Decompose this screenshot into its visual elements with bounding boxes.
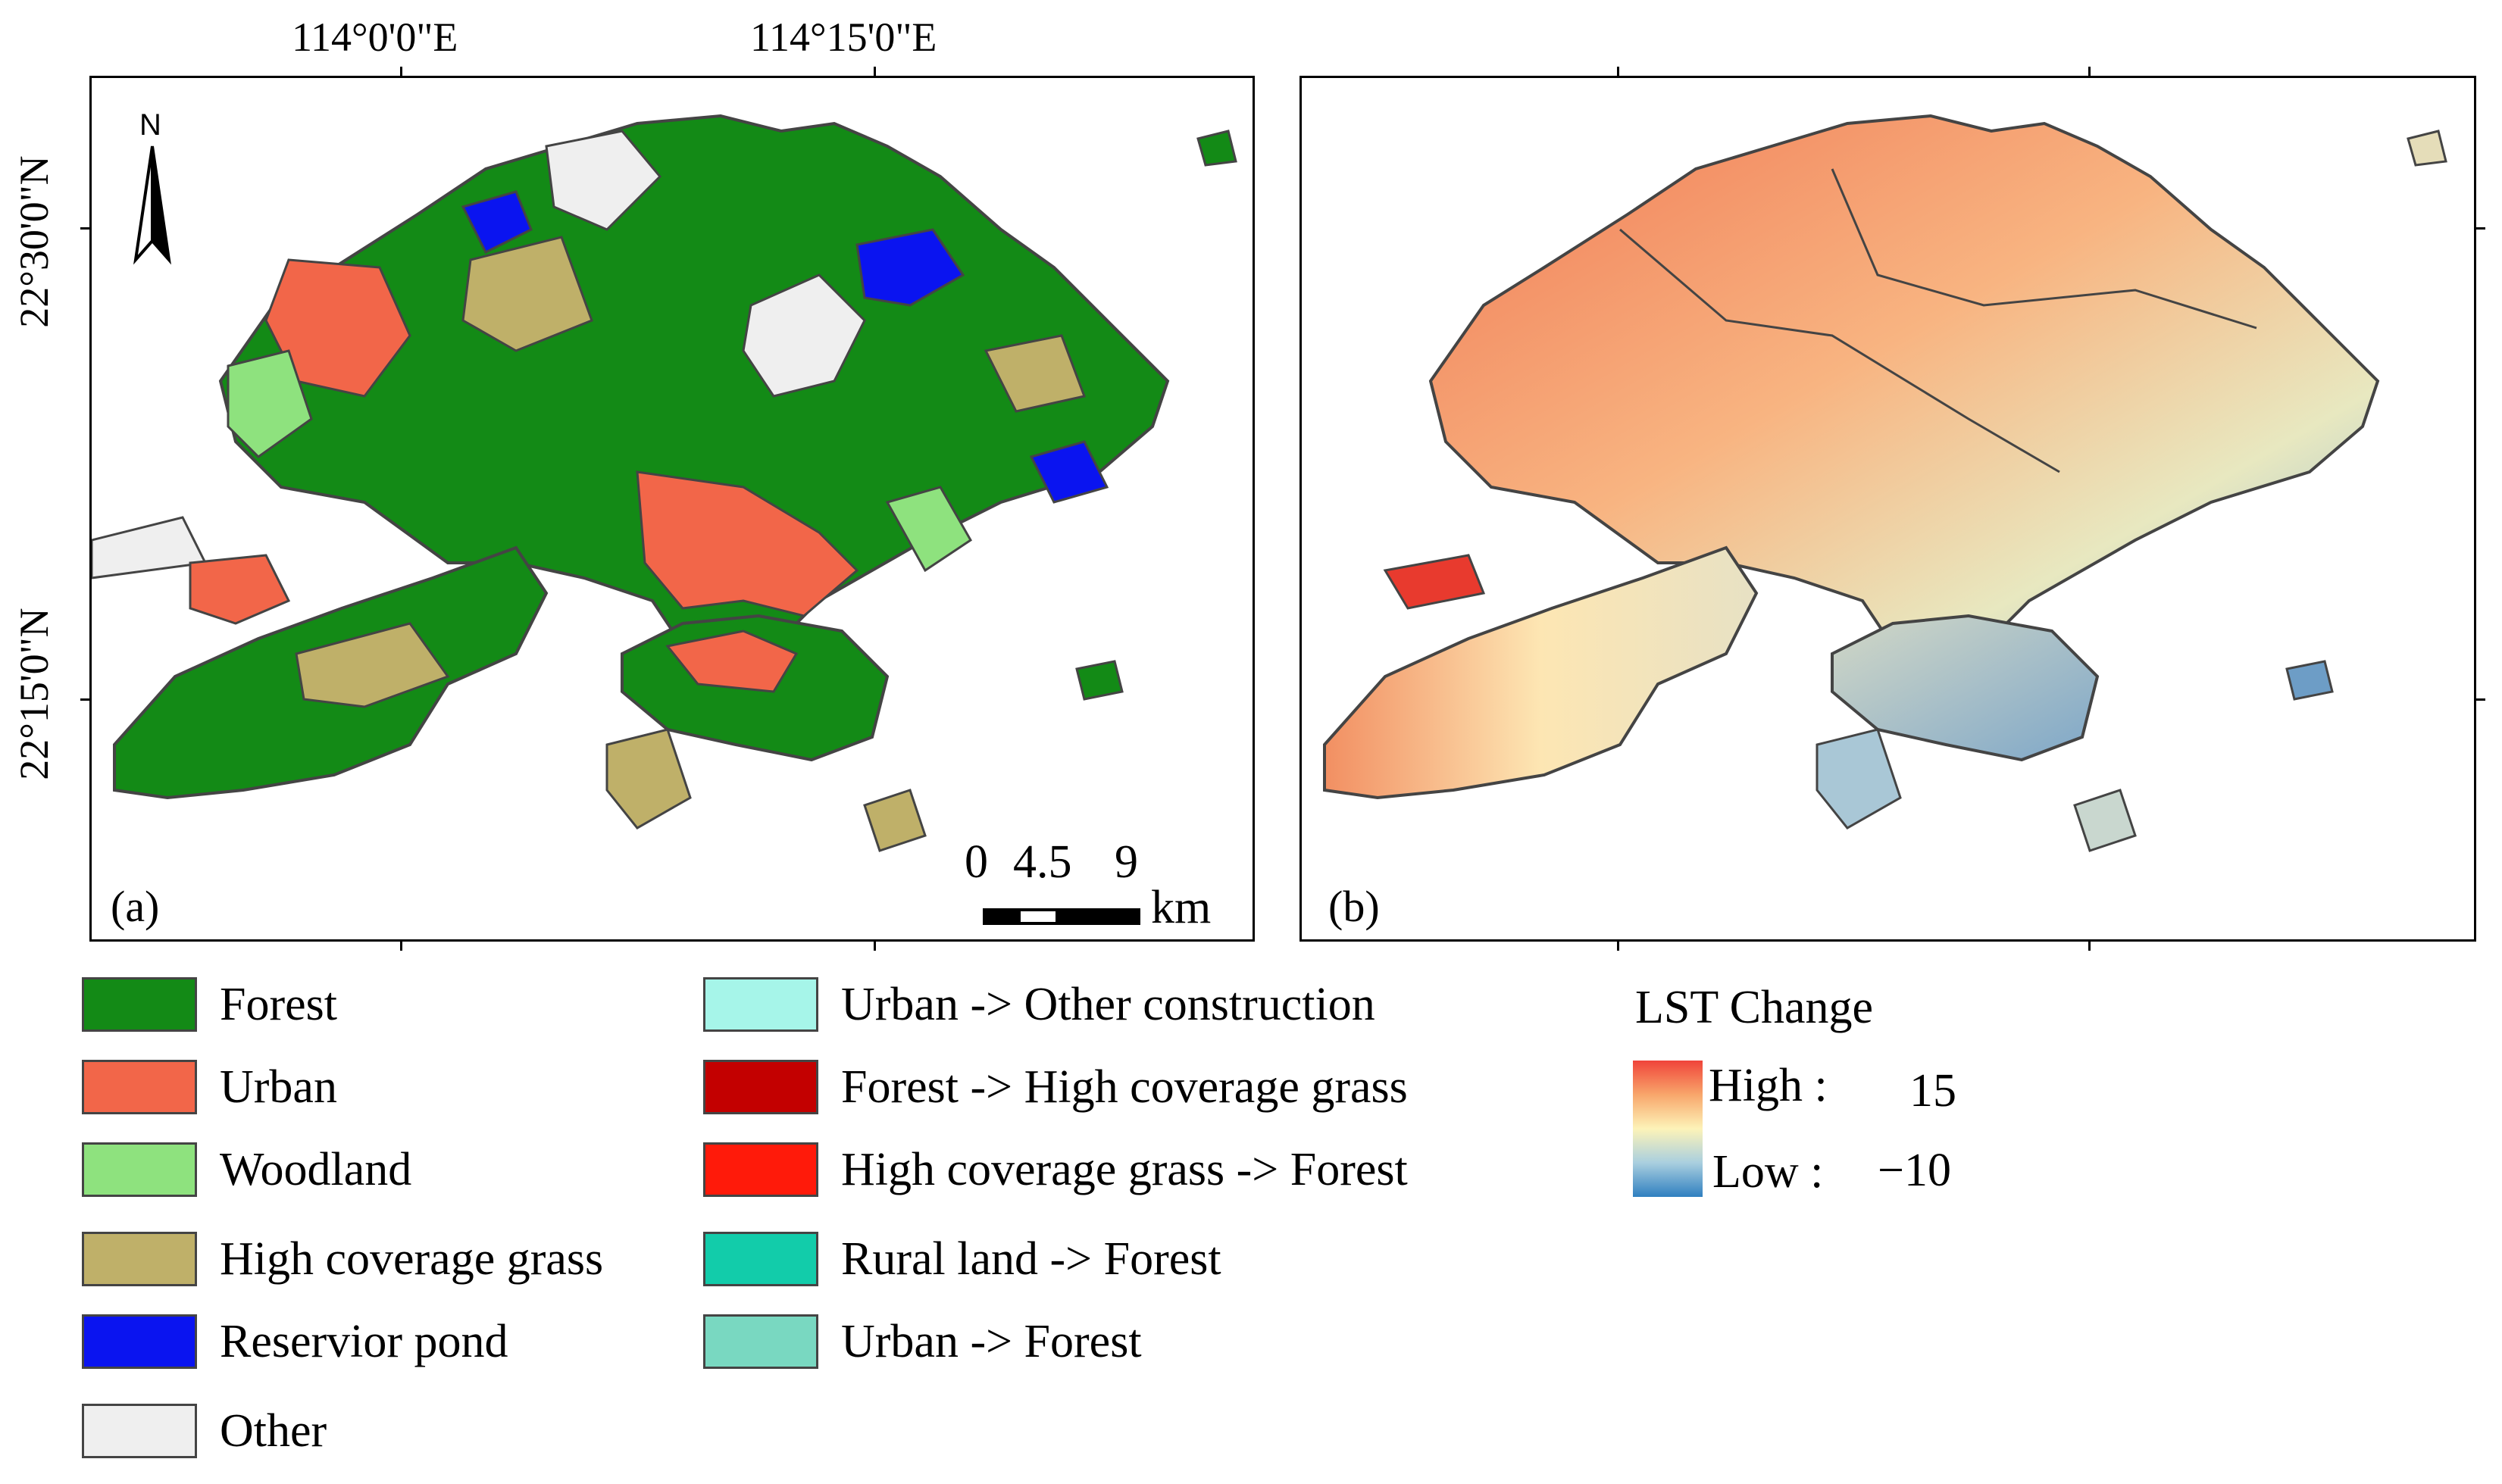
lst-high-value: 15 [1909,1065,1956,1117]
tick-b-right-2 [2476,698,2485,701]
legend-item-reservior-pond: Reservior pond [82,1312,508,1371]
map-patch-reservoir [855,228,965,307]
tick-b-bottom-1 [1617,942,1619,951]
north-arrow-icon [133,145,171,265]
lst-hotspot [1383,554,1486,610]
lst-island [1816,728,1902,829]
scale-bar [983,908,1140,925]
lst-color-ramp [1633,1061,1703,1197]
tick-a-bottom-2 [874,942,876,951]
scale-value-9: 9 [1115,836,1138,888]
lst-low-label: Low : [1712,1146,1824,1198]
legend-item-rural-land-to-forest: Rural land -> Forest [703,1229,1221,1289]
map-island-4 [1075,660,1124,701]
scale-unit: km [1151,882,1212,933]
latitude-label-22-30: 22°30'0"N [11,155,57,328]
map-patch-other-2 [742,273,866,398]
legend-swatch [703,1314,818,1369]
legend-swatch [703,1232,818,1286]
longitude-label-114-00: 114°0'0"E [292,14,458,60]
lst-island-3 [2407,130,2447,167]
map-patch-reservoir-3 [1029,440,1109,504]
lst-island-4 [2285,660,2334,701]
map-panel-b: (b) [1299,76,2476,942]
map-island-2 [863,789,927,852]
north-label: N [139,108,161,142]
panel-a-label: (a) [111,882,160,931]
tick-b-right-1 [2476,227,2485,230]
tick-b-bottom-2 [2088,942,2091,951]
legend-item-urban: Urban [82,1058,337,1117]
tick-a-bottom-1 [400,942,402,951]
lst-high-label: High : [1709,1060,1828,1111]
tick-b-top-1 [1617,67,1619,76]
legend-swatch [703,1142,818,1197]
district-boundary [1619,228,2060,473]
scale-value-4-5: 4.5 [1013,836,1072,888]
legend-item-other: Other [82,1401,327,1461]
legend-label: Forest [220,978,337,1030]
legend-label: Urban -> Other construction [841,978,1375,1030]
map-patch-other-3 [92,516,208,580]
legend-item-urban-to-other-construction: Urban -> Other construction [703,975,1375,1034]
legend-item-forest-to-high-coverage-grass: Forest -> High coverage grass [703,1058,1408,1117]
panel-b-label: (b) [1328,882,1380,931]
legend-swatch [82,1404,197,1458]
map-patch-grass-2 [295,622,450,708]
legend-label: Forest -> High coverage grass [841,1061,1408,1113]
map-patch-grass [461,236,593,352]
lst-island-2 [2073,789,2137,852]
map-panel-a: N (a) 0 4.5 9 km [89,76,1255,942]
legend-item-high-coverage-grass-to-forest: High coverage grass -> Forest [703,1140,1408,1199]
legend-swatch [82,1314,197,1369]
legend-swatch [82,1232,197,1286]
map-patch-reservoir-2 [461,190,533,255]
legend-label: Woodland [220,1143,412,1195]
legend-label: Reservior pond [220,1315,508,1367]
legend-label: Urban [220,1061,337,1113]
map-patch-urban-2 [636,470,859,617]
legend-label: High coverage grass [220,1233,604,1285]
lst-region-hk-island [1831,614,2100,762]
map-patch-urban [264,258,411,398]
legend-swatch [82,1060,197,1114]
land-use-map [92,114,1237,925]
map-island [605,728,692,829]
legend-swatch [82,1142,197,1197]
map-patch-other [545,130,662,231]
map-island-3 [1196,130,1237,167]
legend-label: Urban -> Forest [841,1315,1142,1367]
legend-label: High coverage grass -> Forest [841,1143,1408,1195]
legend-swatch [82,977,197,1032]
lst-change-map [1323,114,2447,852]
legend-item-woodland: Woodland [82,1140,411,1199]
tick-b-top-2 [2088,67,2091,76]
map-patch-grass-3 [984,334,1087,413]
lst-region-lantau [1323,545,1759,800]
legend-swatch [703,1060,818,1114]
district-boundary-2 [1831,168,2257,330]
longitude-label-114-15: 114°15'0"E [750,14,937,60]
tick-a-top-1 [400,67,402,76]
lst-legend-title: LST Change [1635,982,1873,1033]
map-patch-woodland-2 [885,486,972,573]
tick-a-top-2 [874,67,876,76]
map-patch-woodland [227,349,313,458]
legend-item-forest: Forest [82,975,337,1034]
legend-label: Other [220,1404,327,1457]
map-patch-urban-4 [665,630,799,693]
tick-a-left-1 [80,227,89,230]
legend-item-urban-to-forest: Urban -> Forest [703,1312,1142,1371]
lst-low-value: −10 [1878,1145,1951,1196]
tick-a-left-2 [80,698,89,701]
map-patch-urban-3 [189,554,291,625]
legend-swatch [703,977,818,1032]
latitude-label-22-15: 22°15'0"N [11,608,57,780]
scale-value-0: 0 [965,836,988,888]
legend-label: Rural land -> Forest [841,1233,1221,1285]
legend-item-high-coverage-grass: High coverage grass [82,1229,603,1289]
lst-region-new-territories [1428,114,2380,664]
